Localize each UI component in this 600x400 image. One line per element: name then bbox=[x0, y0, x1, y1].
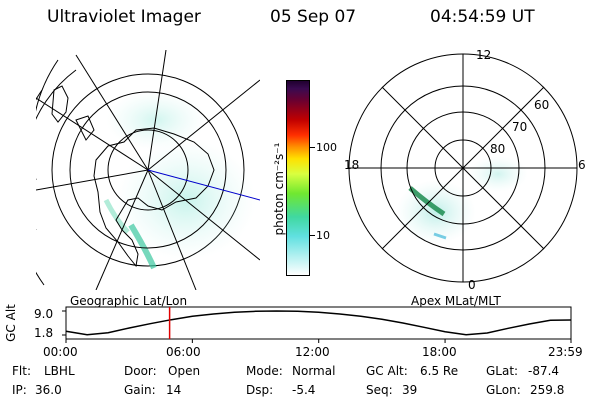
x-tick-label-1800: 18:00 bbox=[422, 345, 457, 359]
latitude-circle bbox=[107, 129, 189, 211]
mlt-label-bottom: 0 bbox=[468, 278, 476, 292]
mode-label: Mode: bbox=[246, 364, 283, 378]
geographic-map bbox=[36, 50, 260, 290]
ip-label: IP: bbox=[12, 383, 27, 397]
dsp-label: Dsp: bbox=[246, 383, 274, 397]
x-tick-label-0000: 00:00 bbox=[43, 345, 78, 359]
mlat-label-60: 60 bbox=[534, 98, 550, 112]
glat-value: -87.4 bbox=[528, 364, 560, 378]
orbit-altitude-plot bbox=[62, 306, 572, 343]
colorbar-label-100: 100 bbox=[316, 141, 337, 154]
mlat-label-80: 80 bbox=[490, 142, 506, 156]
gc-alt-label: GC Alt: bbox=[366, 364, 408, 378]
meridian-line bbox=[75, 54, 149, 171]
filter-value: LBHL bbox=[44, 364, 75, 378]
auroral-arc bbox=[408, 186, 446, 217]
latitude-arc bbox=[36, 89, 45, 286]
x-tick-label-2359: 23:59 bbox=[548, 345, 583, 359]
altitude-axis-label: GC Alt bbox=[4, 304, 18, 342]
y-tick-label-9: 9.0 bbox=[34, 307, 54, 321]
mlat-label-70: 70 bbox=[512, 120, 528, 134]
mlt-line bbox=[381, 86, 545, 250]
intensity-colorbar bbox=[286, 80, 310, 276]
south-america-coastline bbox=[51, 85, 69, 123]
glon-value: 259.8 bbox=[530, 383, 565, 397]
door-label: Door: bbox=[124, 364, 157, 378]
y-tick-label-1-8: 1.8 bbox=[34, 326, 54, 340]
filter-label: Flt: bbox=[12, 364, 31, 378]
mlt-label-right: 6 bbox=[578, 158, 586, 172]
ip-value: 36.0 bbox=[35, 383, 62, 397]
antarctica-coastline bbox=[93, 127, 215, 268]
mode-value: Normal bbox=[292, 364, 336, 378]
gain-value: 14 bbox=[166, 383, 182, 397]
meridian-line bbox=[147, 169, 197, 290]
colorbar-tick-10 bbox=[310, 235, 315, 236]
date-label: 05 Sep 07 bbox=[270, 7, 357, 27]
altitude-curve bbox=[65, 310, 572, 336]
gc-alt-value: 6.5 Re bbox=[420, 364, 459, 378]
glat-label: GLat: bbox=[486, 364, 519, 378]
x-tick-label-1200: 12:00 bbox=[295, 345, 330, 359]
latitude-circle bbox=[69, 91, 227, 249]
instrument-title: Ultraviolet Imager bbox=[47, 7, 201, 27]
meridian-line bbox=[36, 169, 149, 191]
mlt-label-left: 18 bbox=[344, 158, 360, 172]
x-tick-label-0600: 06:00 bbox=[166, 345, 201, 359]
mlt-label-top: 12 bbox=[476, 48, 492, 62]
colorbar-tick-100 bbox=[310, 147, 315, 148]
sun-direction-line bbox=[147, 169, 260, 201]
magnetic-caption: Apex MLat/MLT bbox=[411, 294, 501, 308]
seq-value: 39 bbox=[402, 383, 418, 397]
latitude-arc bbox=[36, 59, 59, 180]
colorbar-label-10: 10 bbox=[316, 229, 330, 242]
auroral-arc bbox=[433, 232, 447, 240]
gain-label: Gain: bbox=[124, 383, 156, 397]
meridian-line bbox=[147, 79, 260, 171]
meridian-line bbox=[147, 169, 260, 261]
meridian-line bbox=[36, 97, 149, 171]
magnetic-polar-map bbox=[348, 53, 578, 283]
coastline-fragment bbox=[75, 115, 95, 141]
auroral-arc bbox=[103, 198, 130, 234]
door-value: Open bbox=[168, 364, 201, 378]
meridian-line bbox=[147, 50, 167, 171]
time-label: 04:54:59 UT bbox=[430, 7, 535, 27]
colorbar-unit-label: photon cm⁻²s⁻¹ bbox=[272, 142, 286, 236]
auroral-emission-glow bbox=[468, 156, 528, 192]
dsp-value: -5.4 bbox=[292, 383, 316, 397]
geographic-caption: Geographic Lat/Lon bbox=[70, 294, 188, 308]
glon-label: GLon: bbox=[486, 383, 521, 397]
latitude-arc bbox=[36, 69, 77, 230]
seq-label: Seq: bbox=[366, 383, 393, 397]
